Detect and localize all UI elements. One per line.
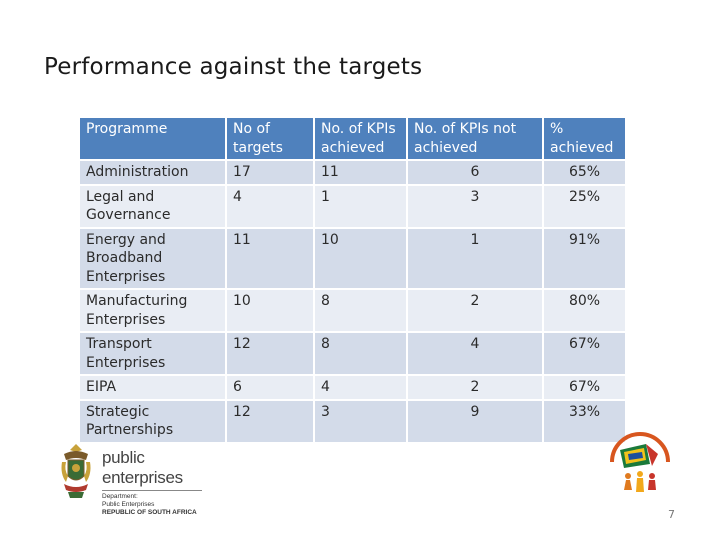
cell-achieved: 3 — [313, 398, 408, 444]
table-row: Transport Enterprises 12 8 4 67% — [78, 331, 627, 376]
cell-pct: 33% — [542, 398, 627, 444]
cell-achieved: 8 — [313, 288, 408, 333]
cell-programme: Administration — [78, 159, 227, 186]
header-pct-achieved: % achieved — [542, 116, 627, 161]
cell-programme: EIPA — [78, 374, 227, 401]
cell-targets: 12 — [225, 331, 315, 376]
performance-table: Programme No of targets No. of KPIs achi… — [78, 116, 627, 444]
department-label: Department: — [102, 493, 138, 500]
cell-programme: Manufacturing Enterprises — [78, 288, 227, 333]
cell-not-achieved: 3 — [406, 183, 544, 229]
cell-targets: 17 — [225, 159, 315, 186]
cell-pct: 91% — [542, 226, 627, 290]
table-row: Legal and Governance 4 1 3 25% — [78, 183, 627, 229]
cell-targets: 6 — [225, 374, 315, 401]
header-not-achieved: No. of KPIs not achieved — [406, 116, 544, 161]
cell-programme: Strategic Partnerships — [78, 398, 227, 444]
cell-pct: 65% — [542, 159, 627, 186]
country-name: REPUBLIC OF SOUTH AFRICA — [102, 509, 197, 516]
brand-name: public enterprises — [102, 448, 183, 487]
table-row: Energy and Broadband Enterprises 11 10 1… — [78, 226, 627, 290]
cell-pct: 80% — [542, 288, 627, 333]
cell-programme: Transport Enterprises — [78, 331, 227, 376]
header-targets: No of targets — [225, 116, 315, 161]
cell-pct: 67% — [542, 331, 627, 376]
cell-not-achieved: 6 — [406, 159, 544, 186]
cell-targets: 4 — [225, 183, 315, 229]
cell-achieved: 1 — [313, 183, 408, 229]
cell-not-achieved: 2 — [406, 288, 544, 333]
table-row: EIPA 6 4 2 67% — [78, 374, 627, 401]
header-achieved: No. of KPIs achieved — [313, 116, 408, 161]
freedom-anniversary-logo — [610, 432, 670, 492]
cell-achieved: 4 — [313, 374, 408, 401]
logo-divider — [102, 490, 202, 491]
cell-not-achieved: 1 — [406, 226, 544, 290]
cell-programme: Energy and Broadband Enterprises — [78, 226, 227, 290]
coat-of-arms-icon — [61, 444, 91, 498]
header-programme: Programme — [78, 116, 227, 161]
cell-not-achieved: 2 — [406, 374, 544, 401]
table-header-row: Programme No of targets No. of KPIs achi… — [78, 116, 627, 161]
department-logo: public enterprises Department: Public En… — [58, 440, 208, 516]
cell-achieved: 11 — [313, 159, 408, 186]
cell-achieved: 8 — [313, 331, 408, 376]
table-row: Administration 17 11 6 65% — [78, 159, 627, 186]
cell-achieved: 10 — [313, 226, 408, 290]
cell-pct: 67% — [542, 374, 627, 401]
cell-programme: Legal and Governance — [78, 183, 227, 229]
cell-targets: 12 — [225, 398, 315, 444]
cell-pct: 25% — [542, 183, 627, 229]
table-row: Strategic Partnerships 12 3 9 33% — [78, 398, 627, 444]
cell-targets: 11 — [225, 226, 315, 290]
cell-not-achieved: 9 — [406, 398, 544, 444]
page-number: 7 — [668, 508, 675, 521]
slide-title: Performance against the targets — [44, 54, 423, 80]
cell-not-achieved: 4 — [406, 331, 544, 376]
department-text: public enterprises Department: Public En… — [102, 448, 208, 517]
department-name: Public Enterprises — [102, 501, 155, 508]
table-row: Manufacturing Enterprises 10 8 2 80% — [78, 288, 627, 333]
cell-targets: 10 — [225, 288, 315, 333]
